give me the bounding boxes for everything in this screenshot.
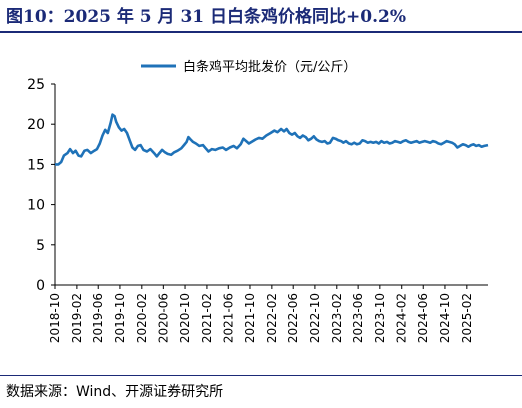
x-tick-label: 2022-10 <box>308 293 322 343</box>
series-line-0 <box>55 113 489 166</box>
x-tick-label: 2020-06 <box>156 293 170 343</box>
y-tick-label: 5 <box>36 238 45 254</box>
x-tick-label: 2019-02 <box>70 293 84 343</box>
x-tick-label: 2023-06 <box>351 293 365 343</box>
x-tick-label: 2021-06 <box>221 293 235 343</box>
y-tick-label: 20 <box>27 117 45 133</box>
figure-title: 图10：2025 年 5 月 31 日白条鸡价格同比+0.2% <box>6 7 407 27</box>
x-tick-label: 2025-02 <box>460 293 474 343</box>
axes <box>54 84 488 286</box>
x-tick-label: 2024-10 <box>438 293 452 343</box>
x-tick-label: 2021-02 <box>200 293 214 343</box>
x-tick-label: 2021-10 <box>243 293 257 343</box>
source-rule <box>0 375 522 376</box>
y-tick-label: 15 <box>27 157 45 173</box>
y-tick-label: 0 <box>36 278 45 294</box>
x-tick-label: 2020-02 <box>135 293 149 343</box>
x-tick-label: 2023-10 <box>373 293 387 343</box>
x-tick-label: 2018-10 <box>48 293 62 343</box>
x-tick-label: 2020-10 <box>178 293 192 343</box>
title-rule <box>0 31 522 33</box>
y-axis-ticks: 0 5 10 15 20 25 <box>27 77 55 294</box>
legend-label: 白条鸡平均批发价（元/公斤） <box>183 59 356 75</box>
y-tick-label: 10 <box>27 198 45 214</box>
series-group <box>55 113 489 166</box>
legend: 白条鸡平均批发价（元/公斤） <box>141 59 356 75</box>
x-tick-label: 2022-02 <box>265 293 279 343</box>
x-tick-label: 2024-02 <box>395 293 409 343</box>
x-tick-label: 2023-02 <box>330 293 344 343</box>
x-axis-ticks: 2018-10 2019-02 2019-06 2019-10 2020-02 2020-… <box>48 285 474 343</box>
x-tick-label: 2019-06 <box>91 293 105 343</box>
chart-area: 白条鸡平均批发价（元/公斤） 0 5 10 15 20 25 2018-10 2019-02… <box>0 34 522 374</box>
x-tick-label: 2019-10 <box>113 293 127 343</box>
line-chart: 白条鸡平均批发价（元/公斤） 0 5 10 15 20 25 2018-10 2019-02… <box>27 59 489 343</box>
source-note: 数据来源：Wind、开源证券研究所 <box>6 384 224 400</box>
x-tick-label: 2022-06 <box>286 293 300 343</box>
x-tick-label: 2024-06 <box>416 293 430 343</box>
y-tick-label: 25 <box>27 77 45 93</box>
